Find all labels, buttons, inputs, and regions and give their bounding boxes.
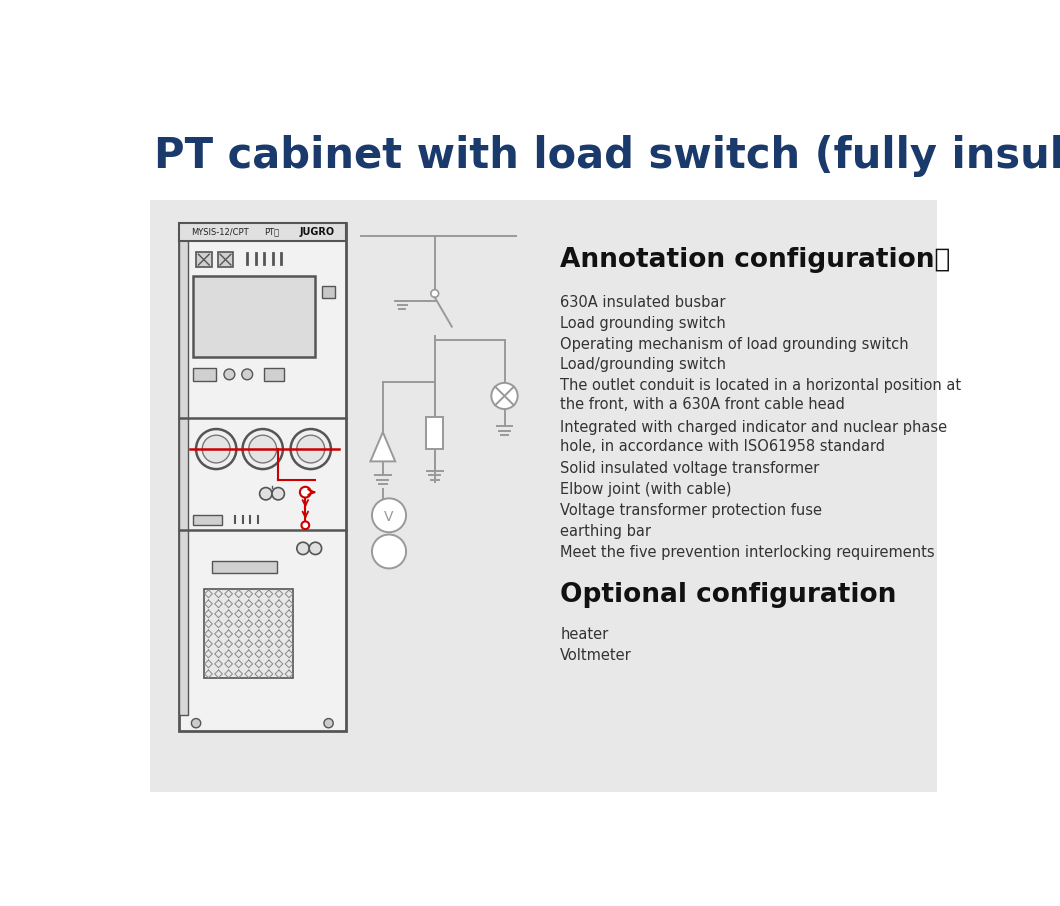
Bar bbox=[322, 285, 335, 298]
Text: Operating mechanism of load grounding switch: Operating mechanism of load grounding sw… bbox=[561, 337, 908, 352]
Circle shape bbox=[260, 487, 272, 500]
Circle shape bbox=[192, 718, 200, 728]
Bar bbox=[193, 515, 223, 525]
Bar bbox=[179, 223, 346, 241]
Text: Load/grounding switch: Load/grounding switch bbox=[561, 358, 726, 372]
Circle shape bbox=[430, 290, 439, 297]
Bar bbox=[149, 199, 937, 793]
Bar bbox=[193, 275, 316, 357]
Circle shape bbox=[324, 718, 333, 728]
Circle shape bbox=[492, 383, 517, 409]
Text: Solid insulated voltage transformer: Solid insulated voltage transformer bbox=[561, 461, 819, 477]
Text: PT柜: PT柜 bbox=[264, 227, 280, 236]
Text: Load grounding switch: Load grounding switch bbox=[561, 316, 726, 331]
Text: Elbow joint (with cable): Elbow joint (with cable) bbox=[561, 482, 731, 497]
Bar bbox=[196, 252, 212, 267]
Bar bbox=[204, 589, 293, 678]
Text: Meet the five prevention interlocking requirements: Meet the five prevention interlocking re… bbox=[561, 545, 935, 560]
Text: Voltmeter: Voltmeter bbox=[561, 648, 632, 662]
Circle shape bbox=[249, 435, 277, 463]
Text: earthing bar: earthing bar bbox=[561, 524, 651, 539]
Circle shape bbox=[372, 498, 406, 532]
Circle shape bbox=[242, 369, 252, 380]
Text: JUGRO: JUGRO bbox=[299, 226, 334, 237]
Circle shape bbox=[301, 522, 310, 529]
Circle shape bbox=[297, 542, 310, 554]
Bar bbox=[217, 252, 233, 267]
Bar bbox=[179, 238, 189, 716]
Text: V: V bbox=[385, 510, 393, 524]
Circle shape bbox=[196, 429, 236, 469]
Text: PT cabinet with load switch (fully insulated type)：: PT cabinet with load switch (fully insul… bbox=[154, 136, 1060, 178]
Text: heater: heater bbox=[561, 627, 608, 642]
Text: MYSIS-12/CPT: MYSIS-12/CPT bbox=[192, 227, 249, 236]
Bar bbox=[426, 417, 443, 449]
Circle shape bbox=[372, 535, 406, 568]
Text: Annotation configuration：: Annotation configuration： bbox=[561, 247, 951, 274]
Text: Voltage transformer protection fuse: Voltage transformer protection fuse bbox=[561, 503, 823, 518]
Text: 630A insulated busbar: 630A insulated busbar bbox=[561, 295, 726, 310]
Circle shape bbox=[300, 487, 311, 497]
Circle shape bbox=[272, 487, 284, 500]
Bar bbox=[212, 561, 278, 573]
Circle shape bbox=[243, 429, 283, 469]
Circle shape bbox=[224, 369, 235, 380]
Polygon shape bbox=[370, 432, 395, 461]
Circle shape bbox=[297, 435, 324, 463]
Bar bbox=[179, 223, 346, 731]
Text: Optional configuration: Optional configuration bbox=[561, 583, 897, 608]
Text: Integrated with charged indicator and nuclear phase
hole, in accordance with ISO: Integrated with charged indicator and nu… bbox=[561, 419, 948, 454]
Bar bbox=[264, 368, 284, 381]
Bar bbox=[193, 368, 216, 381]
Circle shape bbox=[310, 542, 321, 554]
Text: The outlet conduit is located in a horizontal position at
the front, with a 630A: The outlet conduit is located in a horiz… bbox=[561, 378, 961, 412]
Circle shape bbox=[202, 435, 230, 463]
Circle shape bbox=[290, 429, 331, 469]
